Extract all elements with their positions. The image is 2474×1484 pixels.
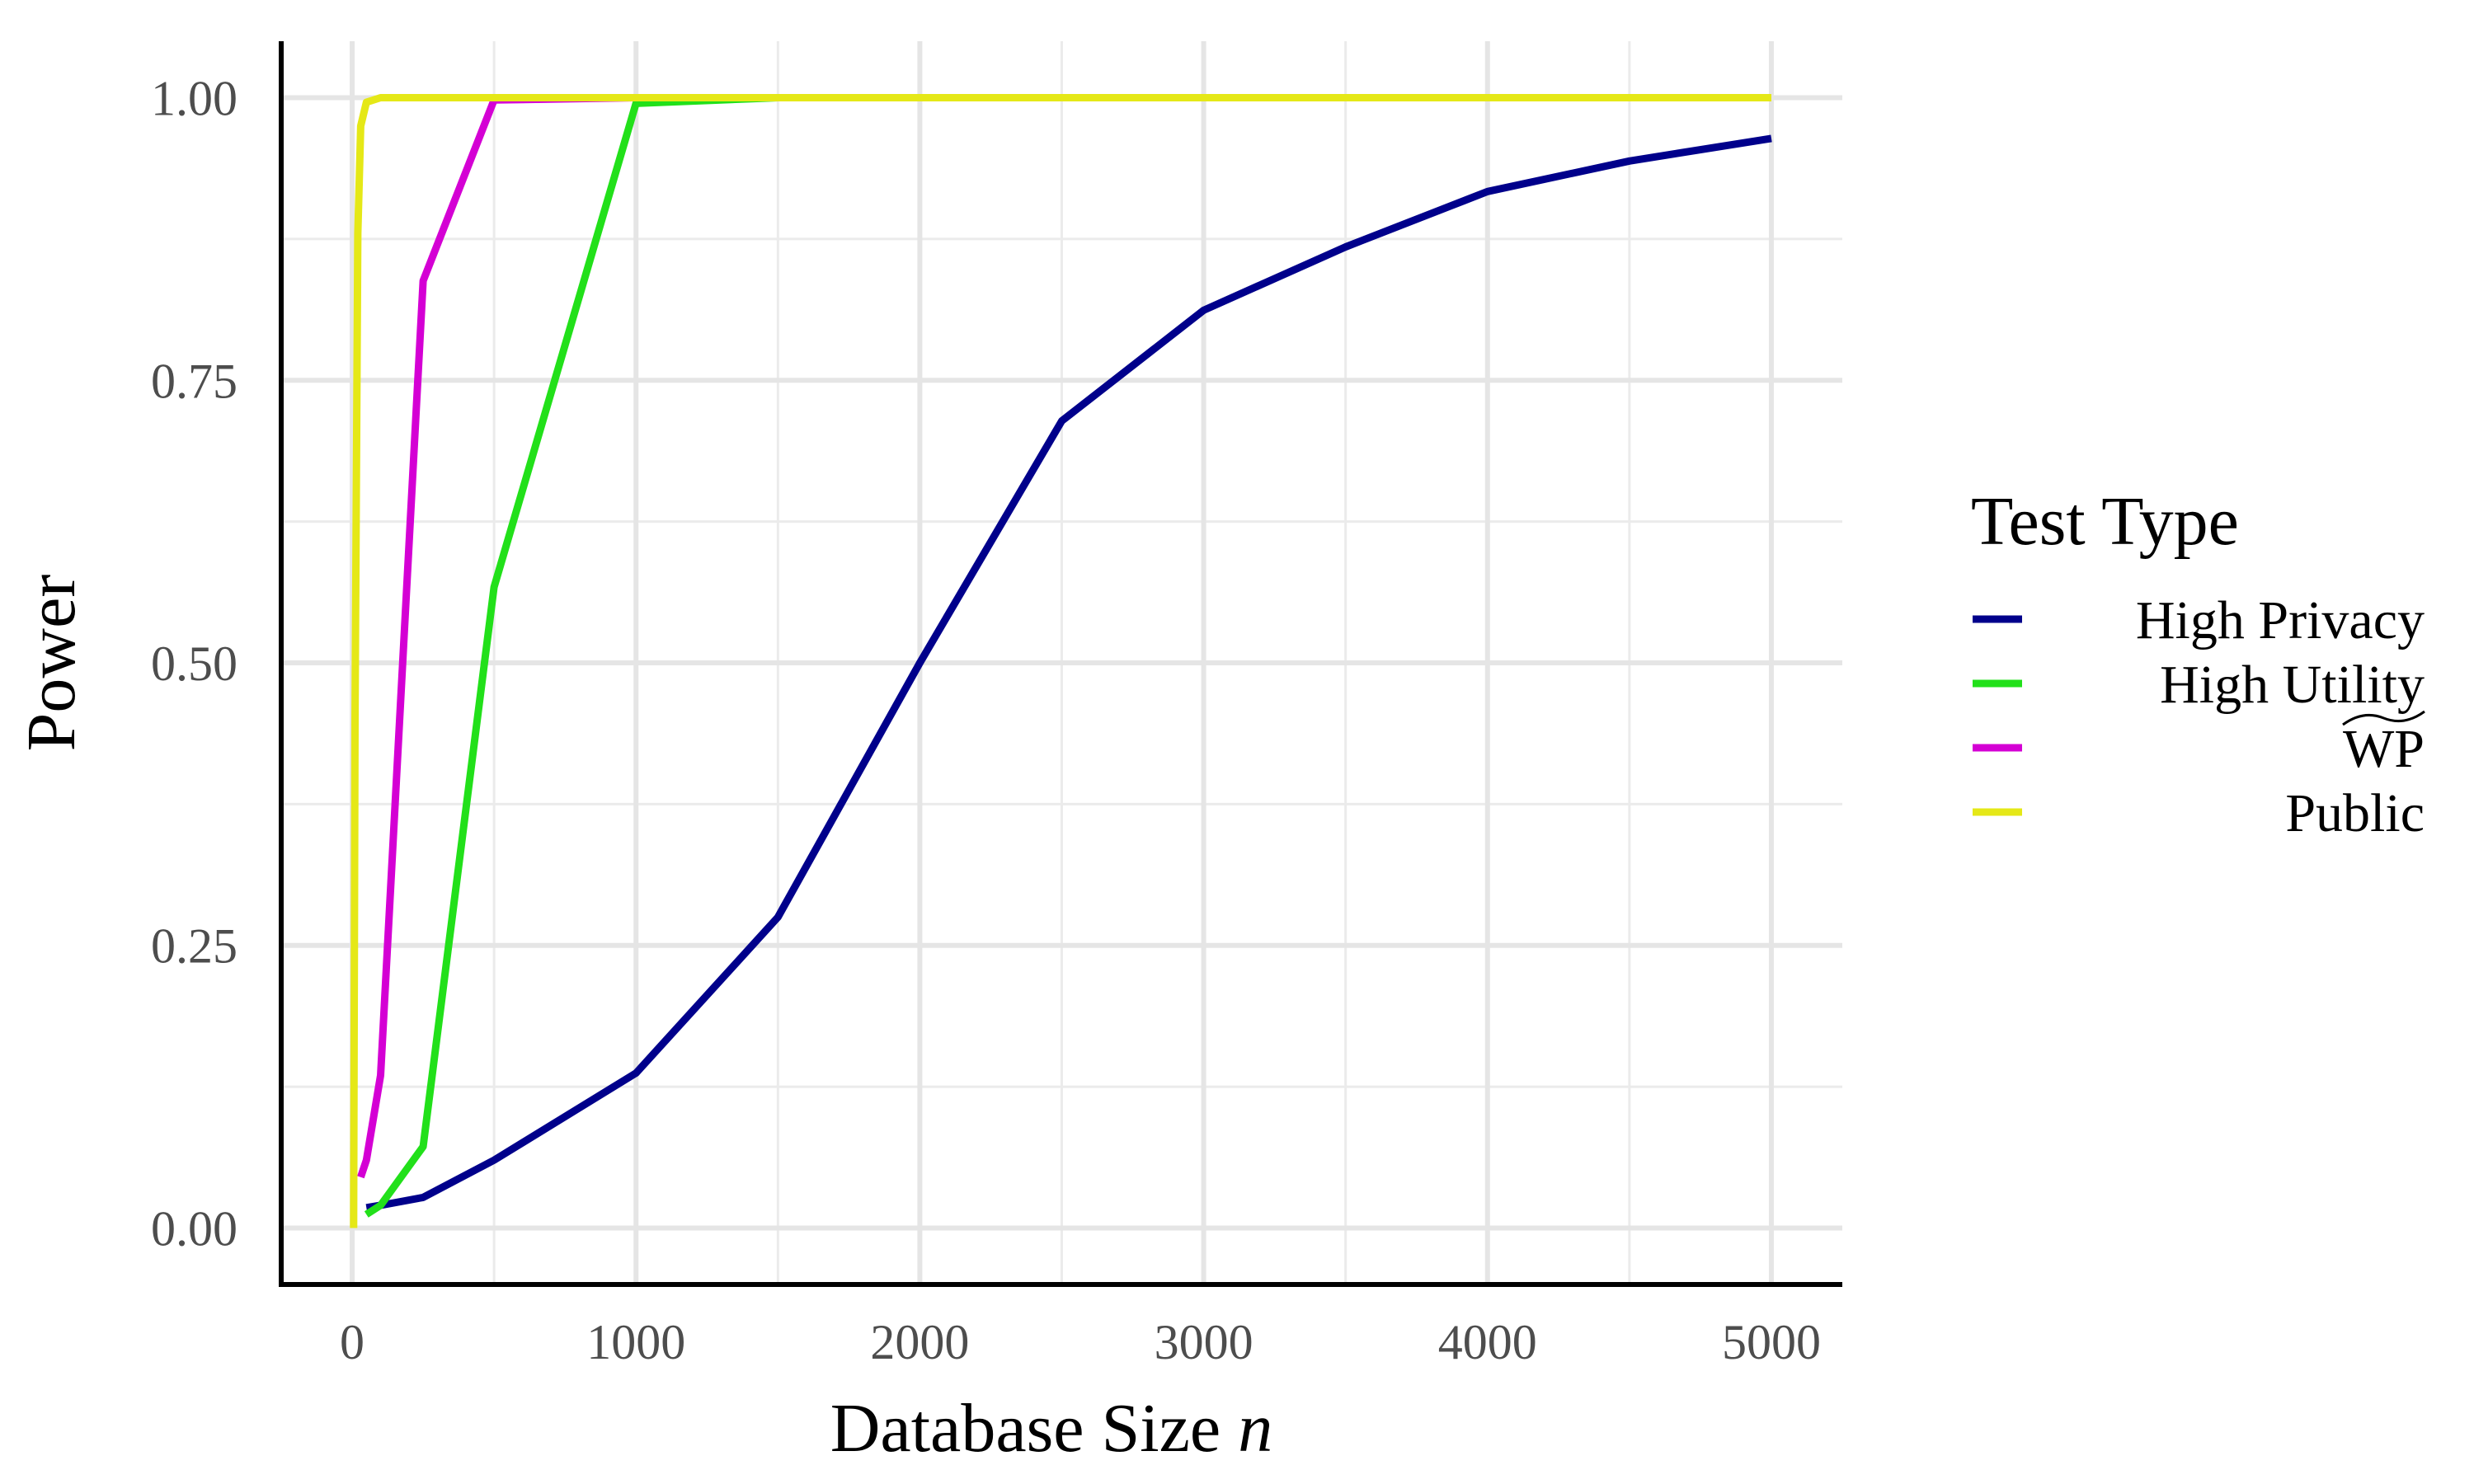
series-line-high-utility — [364, 94, 1771, 1218]
x-axis-title-text: Database Size — [830, 1390, 1221, 1467]
grid — [281, 41, 1842, 1284]
x-tick-label: 5000 — [1722, 1315, 1821, 1369]
series-line-high-privacy — [365, 134, 1772, 1212]
y-tick-label: 0.00 — [151, 1201, 238, 1256]
legend-label-high-privacy: High Privacy — [2136, 590, 2425, 650]
x-tick-label: 3000 — [1155, 1315, 1253, 1369]
series-lines — [350, 94, 1772, 1228]
x-tick-label: 1000 — [586, 1315, 685, 1369]
legend-item-public: Public — [1973, 783, 2425, 843]
series-line-wp — [357, 94, 1771, 1179]
legend-label-public: Public — [2285, 783, 2425, 843]
series-line-public — [350, 94, 1771, 1228]
y-tick-label: 0.25 — [151, 919, 238, 974]
y-tick-label: 0.50 — [151, 636, 238, 691]
legend-title: Test Type — [1971, 483, 2239, 560]
x-tick-label: 0 — [340, 1315, 365, 1369]
x-tick-label: 4000 — [1438, 1315, 1537, 1369]
tick-labels: 0 1000 2000 3000 4000 5000 0.00 0.25 0.50 0.75 1.0… — [151, 72, 1821, 1369]
legend-item-high-utility: High Utility — [1973, 655, 2425, 715]
legend-label-tilde — [2342, 710, 2425, 726]
x-axis-title: Database Size n — [830, 1390, 1272, 1467]
x-tick-label: 2000 — [870, 1315, 969, 1369]
y-axis-title: Power — [13, 575, 90, 752]
legend-label-wp: WP — [2343, 719, 2425, 779]
legend-item-wp: WP — [1973, 710, 2425, 779]
y-tick-label: 0.75 — [151, 354, 238, 408]
axes — [279, 41, 1842, 1287]
legend-label-high-utility: High Utility — [2160, 655, 2425, 715]
legend-item-high-privacy: High Privacy — [1973, 590, 2425, 650]
y-tick-label: 1.00 — [151, 72, 238, 126]
x-axis-title-variable: n — [1238, 1390, 1272, 1467]
